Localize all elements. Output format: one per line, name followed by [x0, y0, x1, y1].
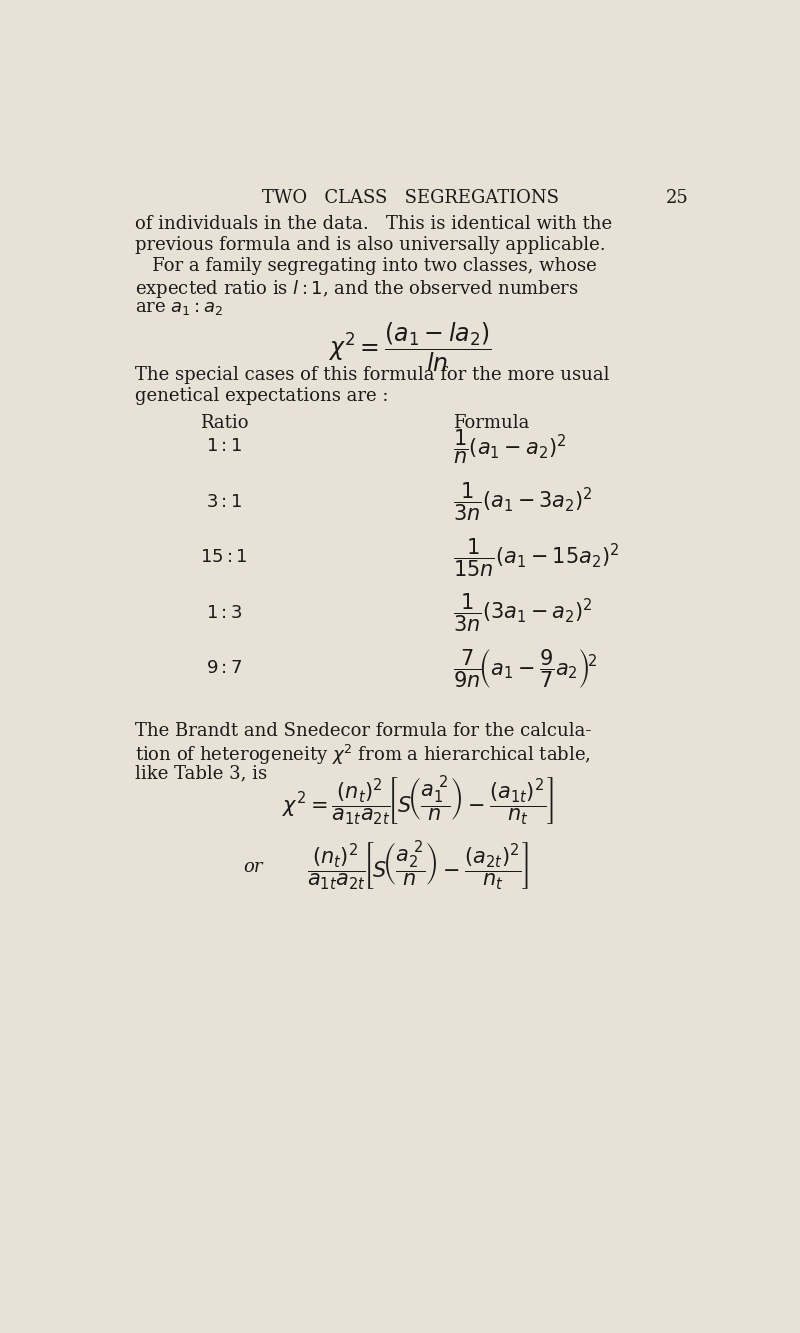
Text: TWO   CLASS   SEGREGATIONS: TWO CLASS SEGREGATIONS: [262, 189, 558, 207]
Text: $1:3$: $1:3$: [206, 604, 242, 621]
Text: $\dfrac{(n_t)^2}{a_{1t}a_{2t}}\!\left[S\!\left(\dfrac{a_2^{\;2}}{n}\right) - \df: $\dfrac{(n_t)^2}{a_{1t}a_{2t}}\!\left[S\…: [306, 840, 529, 893]
Text: $\chi^2 = \dfrac{(n_t)^2}{a_{1t}a_{2t}}\!\left[S\!\left(\dfrac{a_1^{\;2}}{n}\rig: $\chi^2 = \dfrac{(n_t)^2}{a_{1t}a_{2t}}\…: [282, 774, 554, 828]
Text: are $a_1 : a_2$: are $a_1 : a_2$: [135, 299, 223, 317]
Text: expected ratio is $l:1$, and the observed numbers: expected ratio is $l:1$, and the observe…: [135, 279, 578, 300]
Text: Formula: Formula: [453, 415, 530, 432]
Text: 25: 25: [666, 189, 689, 207]
Text: $\dfrac{1}{n}(a_1 - a_2)^2$: $\dfrac{1}{n}(a_1 - a_2)^2$: [453, 427, 566, 465]
Text: tion of heterogeneity $\chi^2$ from a hierarchical table,: tion of heterogeneity $\chi^2$ from a hi…: [135, 742, 590, 766]
Text: like Table 3, is: like Table 3, is: [135, 764, 267, 782]
Text: $\dfrac{1}{15n}(a_1 - 15a_2)^2$: $\dfrac{1}{15n}(a_1 - 15a_2)^2$: [453, 536, 619, 579]
Text: $1:1$: $1:1$: [206, 437, 242, 456]
Text: $\chi^2 = \dfrac{(a_1 - la_2)}{ln}$: $\chi^2 = \dfrac{(a_1 - la_2)}{ln}$: [328, 320, 492, 373]
Text: $3:1$: $3:1$: [206, 493, 242, 511]
Text: or: or: [243, 858, 263, 876]
Text: $15:1$: $15:1$: [200, 548, 248, 567]
Text: $9:7$: $9:7$: [206, 659, 242, 677]
Text: Ratio: Ratio: [200, 415, 248, 432]
Text: previous formula and is also universally applicable.: previous formula and is also universally…: [135, 236, 606, 255]
Text: The special cases of this formula for the more usual: The special cases of this formula for th…: [135, 367, 610, 384]
Text: $\dfrac{1}{3n}(a_1 - 3a_2)^2$: $\dfrac{1}{3n}(a_1 - 3a_2)^2$: [453, 481, 592, 523]
Text: genetical expectations are :: genetical expectations are :: [135, 388, 388, 405]
Text: $\dfrac{1}{3n}(3a_1 - a_2)^2$: $\dfrac{1}{3n}(3a_1 - a_2)^2$: [453, 592, 592, 635]
Text: For a family segregating into two classes, whose: For a family segregating into two classe…: [135, 257, 597, 276]
Text: $\dfrac{7}{9n}\!\left(a_1 - \dfrac{9}{7}a_2\right)^{\!2}$: $\dfrac{7}{9n}\!\left(a_1 - \dfrac{9}{7}…: [453, 647, 598, 689]
Text: The Brandt and Snedecor formula for the calcula-: The Brandt and Snedecor formula for the …: [135, 722, 591, 740]
Text: of individuals in the data.   This is identical with the: of individuals in the data. This is iden…: [135, 216, 612, 233]
